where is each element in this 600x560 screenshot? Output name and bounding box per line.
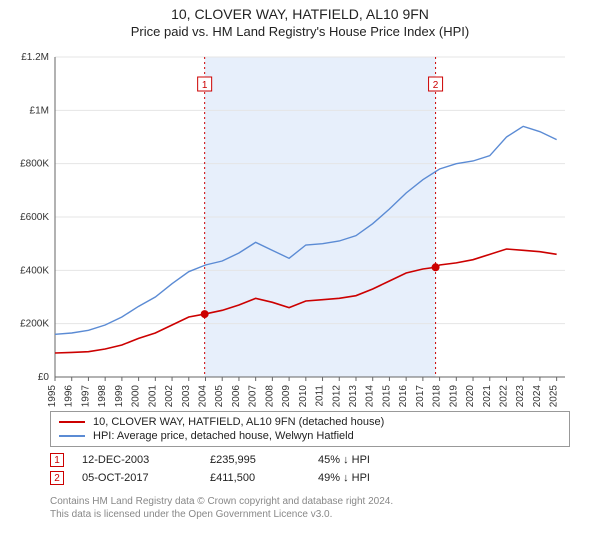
legend-item: 10, CLOVER WAY, HATFIELD, AL10 9FN (deta… (59, 415, 561, 429)
transaction-row: 2 05-OCT-2017 £411,500 49% ↓ HPI (50, 469, 570, 487)
legend-label: 10, CLOVER WAY, HATFIELD, AL10 9FN (deta… (93, 416, 384, 428)
svg-text:2025: 2025 (549, 385, 560, 407)
svg-text:2018: 2018 (432, 385, 443, 407)
svg-text:£1.2M: £1.2M (21, 52, 49, 63)
transaction-marker: 2 (50, 471, 64, 485)
transaction-price: £411,500 (210, 472, 300, 484)
transaction-pct: 49% ↓ HPI (318, 472, 438, 484)
svg-text:2012: 2012 (331, 385, 342, 407)
svg-text:£200K: £200K (20, 319, 49, 330)
svg-text:2021: 2021 (482, 385, 493, 407)
svg-text:2020: 2020 (465, 385, 476, 407)
footer-line: Contains HM Land Registry data © Crown c… (50, 495, 570, 508)
svg-text:£1M: £1M (30, 105, 49, 116)
svg-text:2017: 2017 (415, 385, 426, 407)
svg-text:1997: 1997 (80, 385, 91, 407)
legend: 10, CLOVER WAY, HATFIELD, AL10 9FN (deta… (50, 411, 570, 447)
legend-item: HPI: Average price, detached house, Welw… (59, 429, 561, 443)
legend-swatch (59, 435, 85, 437)
svg-text:2007: 2007 (248, 385, 259, 407)
page-subtitle: Price paid vs. HM Land Registry's House … (0, 24, 600, 39)
svg-text:2013: 2013 (348, 385, 359, 407)
svg-text:2019: 2019 (448, 385, 459, 407)
svg-text:1: 1 (202, 80, 208, 91)
footer-line: This data is licensed under the Open Gov… (50, 508, 570, 521)
svg-text:2010: 2010 (298, 385, 309, 407)
svg-text:2016: 2016 (398, 385, 409, 407)
svg-text:1999: 1999 (114, 385, 125, 407)
svg-text:2011: 2011 (315, 385, 326, 407)
price-chart: £0 £200K £400K £600K £800K £1M £1.2M 1995 1996 19… (5, 47, 595, 407)
svg-text:1998: 1998 (97, 385, 108, 407)
transaction-pct: 45% ↓ HPI (318, 454, 438, 466)
footer-attribution: Contains HM Land Registry data © Crown c… (50, 495, 570, 521)
svg-text:£800K: £800K (20, 159, 49, 170)
transaction-row: 1 12-DEC-2003 £235,995 45% ↓ HPI (50, 451, 570, 469)
legend-label: HPI: Average price, detached house, Welw… (93, 430, 354, 442)
svg-text:2005: 2005 (214, 385, 225, 407)
svg-text:£0: £0 (38, 372, 50, 383)
transaction-table: 1 12-DEC-2003 £235,995 45% ↓ HPI 2 05-OCT-201… (50, 451, 570, 487)
svg-text:1995: 1995 (47, 385, 58, 407)
svg-text:2000: 2000 (131, 385, 142, 407)
svg-text:2022: 2022 (498, 385, 509, 407)
page-title: 10, CLOVER WAY, HATFIELD, AL10 9FN (0, 6, 600, 22)
svg-text:2002: 2002 (164, 385, 175, 407)
svg-text:1996: 1996 (64, 385, 75, 407)
transaction-date: 12-DEC-2003 (82, 454, 192, 466)
svg-text:2004: 2004 (197, 385, 208, 407)
svg-text:2015: 2015 (381, 385, 392, 407)
legend-swatch (59, 421, 85, 423)
svg-text:2009: 2009 (281, 385, 292, 407)
svg-text:£400K: £400K (20, 265, 49, 276)
svg-text:2006: 2006 (231, 385, 242, 407)
svg-text:2001: 2001 (147, 385, 158, 407)
svg-text:2003: 2003 (181, 385, 192, 407)
transaction-date: 05-OCT-2017 (82, 472, 192, 484)
svg-text:£600K: £600K (20, 212, 49, 223)
svg-text:2008: 2008 (264, 385, 275, 407)
transaction-price: £235,995 (210, 454, 300, 466)
svg-text:2024: 2024 (532, 385, 543, 407)
svg-text:2: 2 (433, 80, 439, 91)
svg-text:2014: 2014 (365, 385, 376, 407)
svg-text:2023: 2023 (515, 385, 526, 407)
transaction-marker: 1 (50, 453, 64, 467)
